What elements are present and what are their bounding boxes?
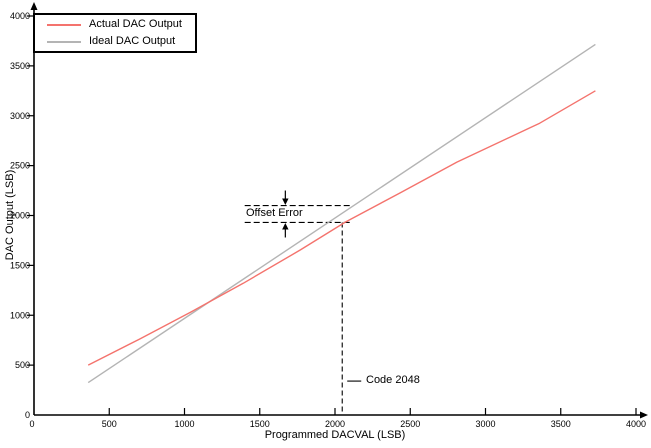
x-tick-label: 2500 xyxy=(400,419,420,429)
y-tick-label: 3500 xyxy=(10,61,30,71)
offset-arrow-down-icon xyxy=(282,198,289,206)
legend-item-ideal: Ideal DAC Output xyxy=(47,34,195,49)
x-tick-label: 4000 xyxy=(626,419,646,429)
x-tick-label: 1500 xyxy=(250,419,270,429)
y-tick-label: 4000 xyxy=(10,11,30,21)
data-series xyxy=(87,43,596,384)
legend-item-actual: Actual DAC Output xyxy=(47,17,195,32)
x-tick-label: 500 xyxy=(102,419,117,429)
actual-dac-output-line xyxy=(87,90,596,366)
legend: Actual DAC Output Ideal DAC Output xyxy=(33,13,197,53)
y-axis-arrow-icon xyxy=(30,2,38,10)
y-tick-label: 0 xyxy=(25,410,30,420)
y-tick-label: 1500 xyxy=(10,260,30,270)
y-tick-label: 2500 xyxy=(10,161,30,171)
x-tick-label: 1000 xyxy=(174,419,194,429)
y-tick-label: 500 xyxy=(15,360,30,370)
code-2048-annotation-label: Code 2048 xyxy=(366,374,420,386)
offset-arrow-up-icon xyxy=(282,222,289,230)
axis-tick-labels: 0 500 1000 1500 2000 2500 3000 3500 4000 0 500 1000… xyxy=(10,11,646,429)
x-axis-title: Programmed DACVAL (LSB) xyxy=(264,429,406,441)
y-tick-label: 3000 xyxy=(10,111,30,121)
actual-line-swatch xyxy=(47,23,81,26)
x-tick-label: 3500 xyxy=(551,419,571,429)
axes xyxy=(30,2,648,419)
annotation-lines xyxy=(244,190,362,415)
x-tick-label: 0 xyxy=(29,419,34,429)
legend-label-ideal: Ideal DAC Output xyxy=(89,35,176,47)
x-tick-label: 3000 xyxy=(475,419,495,429)
legend-label-actual: Actual DAC Output xyxy=(89,18,182,30)
axis-ticks xyxy=(27,15,637,415)
y-tick-label: 1000 xyxy=(10,310,30,320)
x-tick-label: 2000 xyxy=(325,419,345,429)
y-tick-label: 2000 xyxy=(10,211,30,221)
ideal-dac-output-line xyxy=(87,43,596,384)
offset-error-annotation-label: Offset Error xyxy=(246,207,303,219)
x-axis-arrow-icon xyxy=(640,411,648,419)
y-axis-title: DAC Output (LSB) xyxy=(4,169,16,261)
ideal-line-swatch xyxy=(47,40,81,43)
